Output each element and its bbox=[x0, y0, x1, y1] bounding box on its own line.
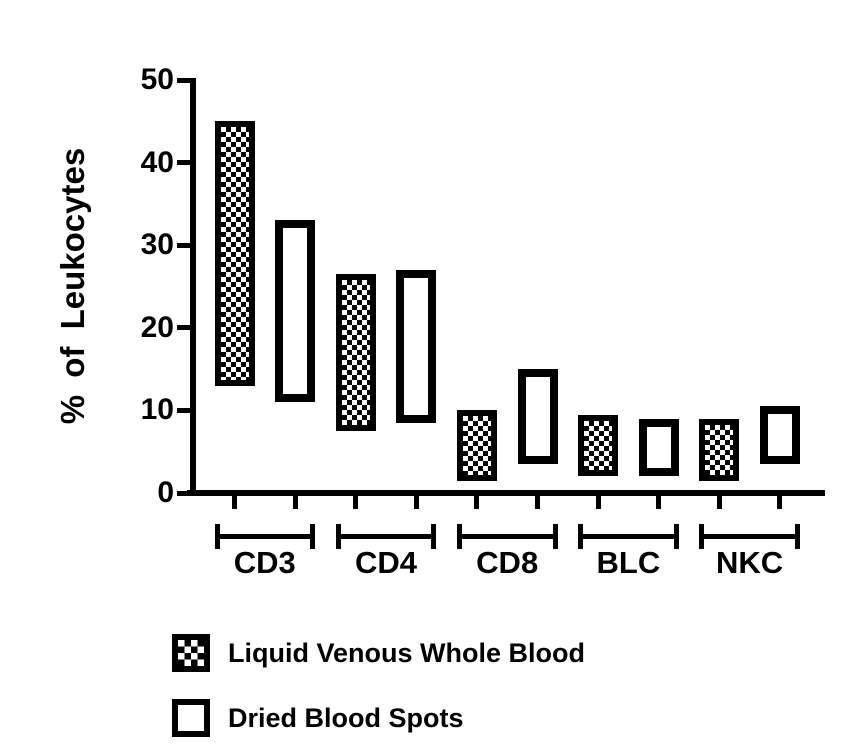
x-tick-3 bbox=[413, 496, 419, 509]
legend-item-liquid-venous-whole-blood: Liquid Venous Whole Blood bbox=[172, 634, 585, 672]
group-bracket-cap-left-blc bbox=[578, 524, 584, 549]
y-tick-label-40: 40 bbox=[140, 145, 174, 179]
legend-item-dried-blood-spots: Dried Blood Spots bbox=[172, 699, 464, 737]
group-bracket-cap-left-cd4 bbox=[335, 524, 341, 549]
group-bracket-cd8 bbox=[456, 534, 558, 539]
x-tick-7 bbox=[656, 496, 662, 509]
x-tick-5 bbox=[535, 496, 540, 509]
group-bracket-cap-right-cd4 bbox=[431, 524, 437, 549]
category-label-cd8: CD8 bbox=[476, 545, 539, 580]
checkered-swatch-icon bbox=[172, 634, 210, 672]
x-tick-6 bbox=[595, 496, 601, 509]
group-bracket-cd4 bbox=[335, 534, 437, 539]
category-label-nkc: NKC bbox=[716, 545, 784, 580]
x-tick-8 bbox=[716, 496, 722, 509]
legend-label-dried-blood-spots: Dried Blood Spots bbox=[228, 703, 464, 733]
y-axis-line bbox=[190, 78, 196, 496]
y-tick-label-0: 0 bbox=[157, 476, 174, 509]
range-bar-blc-dbs bbox=[638, 418, 679, 477]
range-bar-cd3-lvwb bbox=[214, 121, 255, 386]
x-axis-line bbox=[187, 490, 825, 496]
y-tick-20 bbox=[177, 325, 191, 331]
range-bar-blc-lvwb bbox=[578, 414, 619, 477]
y-tick-40 bbox=[177, 160, 191, 166]
x-tick-0 bbox=[232, 496, 237, 509]
range-bar-cd4-dbs bbox=[396, 269, 437, 423]
range-bar-nkc-lvwb bbox=[699, 418, 740, 481]
group-bracket-cap-right-blc bbox=[673, 524, 679, 549]
x-tick-1 bbox=[292, 496, 298, 509]
category-label-cd4: CD4 bbox=[354, 545, 417, 580]
range-bar-cd8-dbs bbox=[517, 369, 558, 465]
range-bar-cd8-lvwb bbox=[456, 410, 497, 481]
range-bar-cd3-dbs bbox=[275, 220, 316, 403]
x-tick-9 bbox=[777, 496, 783, 509]
group-bracket-nkc bbox=[699, 534, 800, 539]
y-tick-label-30: 30 bbox=[140, 228, 174, 262]
y-axis-title: % of Leukocytes bbox=[54, 147, 91, 425]
y-tick-50 bbox=[177, 77, 191, 83]
category-label-blc: BLC bbox=[596, 545, 661, 580]
y-tick-10 bbox=[177, 407, 191, 413]
group-bracket-cap-left-cd8 bbox=[456, 524, 462, 549]
x-tick-2 bbox=[353, 496, 359, 509]
group-bracket-cap-right-nkc bbox=[794, 524, 800, 549]
x-tick-4 bbox=[474, 496, 480, 509]
category-label-cd3: CD3 bbox=[233, 545, 296, 580]
y-tick-label-20: 20 bbox=[140, 310, 174, 344]
range-bar-nkc-dbs bbox=[759, 406, 800, 465]
group-bracket-cap-left-cd3 bbox=[214, 524, 220, 549]
legend-label-liquid-venous-whole-blood: Liquid Venous Whole Blood bbox=[228, 638, 585, 668]
y-tick-label-10: 10 bbox=[140, 393, 174, 427]
group-bracket-cap-right-cd8 bbox=[552, 524, 558, 549]
y-tick-30 bbox=[177, 242, 191, 248]
y-tick-0 bbox=[177, 490, 191, 496]
group-bracket-cap-right-cd3 bbox=[310, 524, 316, 549]
group-bracket-cd3 bbox=[214, 534, 316, 539]
group-bracket-blc bbox=[578, 534, 679, 539]
y-tick-label-50: 50 bbox=[140, 63, 174, 96]
open-swatch-icon bbox=[172, 699, 210, 737]
group-bracket-cap-left-nkc bbox=[699, 524, 705, 549]
range-bar-cd4-lvwb bbox=[335, 274, 376, 432]
